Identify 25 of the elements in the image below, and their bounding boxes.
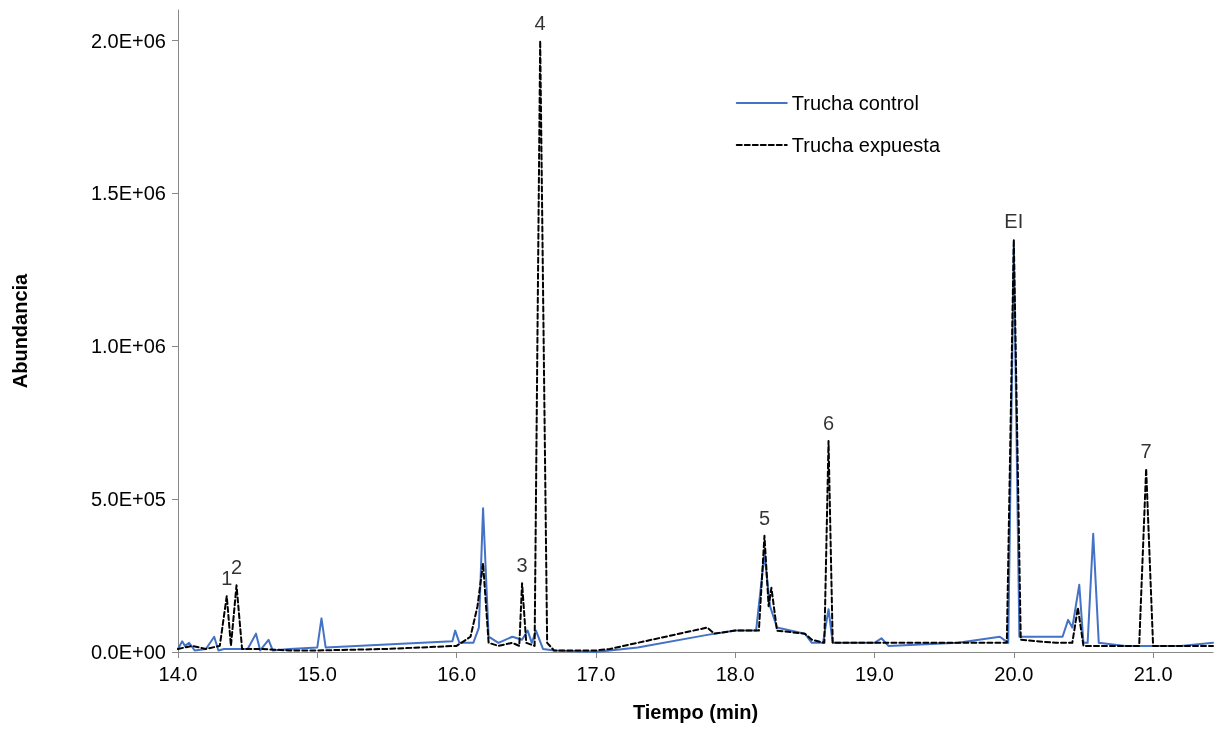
annotation: 4 — [534, 11, 546, 34]
x-tick-label: 18.0 — [715, 663, 755, 685]
y-axis-title: Abundancia — [9, 272, 31, 389]
x-tick-label: 21.0 — [1133, 663, 1173, 685]
annotation: 2 — [230, 556, 243, 579]
legend-label: Trucha expuesta — [791, 134, 941, 156]
x-tick-label: 16.0 — [437, 663, 477, 685]
x-tick-label: 19.0 — [855, 663, 894, 685]
y-tick-label: 2.0E+06 — [90, 29, 166, 52]
y-tick-label: 1.5E+06 — [90, 182, 166, 205]
annotation: 7 — [1140, 439, 1152, 462]
annotation: 1 — [221, 567, 233, 590]
x-axis-title: Tiempo (min) — [632, 701, 759, 723]
x-tick-label: 17.0 — [576, 663, 616, 685]
y-tick-label: 1.0E+06 — [90, 335, 166, 358]
x-tick-label: 14.0 — [158, 663, 198, 685]
annotation: 5 — [758, 506, 771, 529]
x-tick-label: 15.0 — [297, 663, 337, 685]
annotation: EI — [1004, 210, 1024, 233]
annotation: 3 — [516, 554, 528, 577]
y-tick-label: 0.0E+00 — [90, 641, 166, 663]
annotation: 6 — [822, 412, 835, 435]
y-tick-label: 5.0E+05 — [90, 488, 166, 511]
x-tick-label: 20.0 — [994, 663, 1034, 685]
legend-label: Trucha control — [791, 92, 919, 114]
